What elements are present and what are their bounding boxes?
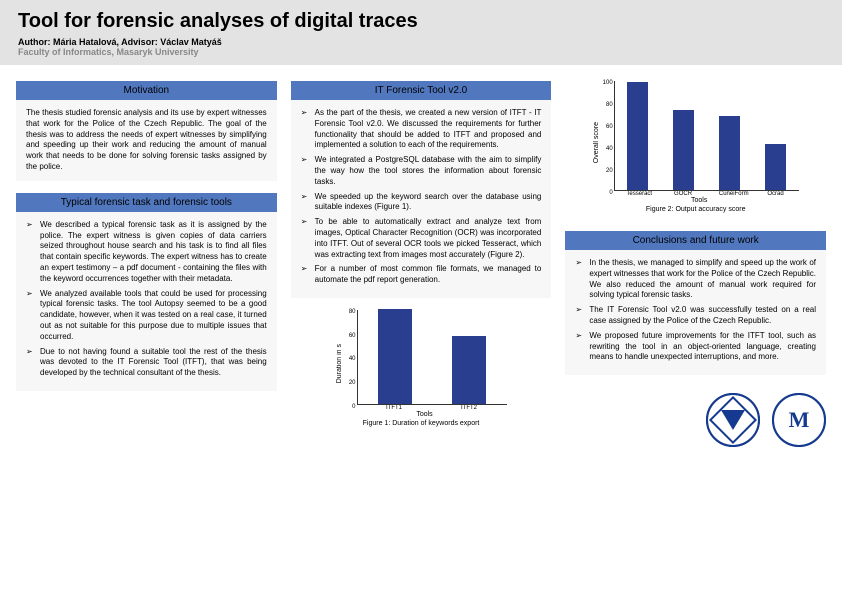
ytick: 0 [352, 404, 357, 410]
logo-mu-icon [772, 393, 826, 447]
bar [378, 309, 412, 404]
ytick: 80 [349, 309, 358, 315]
bar [719, 116, 740, 190]
list-item: In the thesis, we managed to simplify an… [575, 258, 816, 301]
column-right: Overall score020406080100TesseractGOCRCu… [565, 81, 826, 447]
figure-1: Duration in s 0 20 40 60 80 ITFT1 ITFT2 Tools Fi… [291, 310, 552, 427]
ytick: 20 [606, 168, 615, 174]
ytick: 40 [349, 356, 358, 362]
panel-itft-body: As the part of the thesis, we created a … [291, 100, 552, 298]
panel-typical: Typical forensic task and forensic tools… [16, 193, 277, 391]
ytick: 60 [349, 333, 358, 339]
figure-1-chart: Duration in s 0 20 40 60 80 ITFT1 ITFT2 Tools [336, 310, 507, 418]
ytick: 80 [606, 102, 615, 108]
figure-2: Overall score020406080100TesseractGOCRCu… [565, 81, 826, 213]
panel-motivation: Motivation The thesis studied forensic a… [16, 81, 277, 181]
panel-itft: IT Forensic Tool v2.0 As the part of the… [291, 81, 552, 298]
list-item: The IT Forensic Tool v2.0 was successful… [575, 305, 816, 327]
list-item: For a number of most common file formats… [301, 264, 542, 286]
xtick: CuneiForm [719, 191, 740, 197]
chart-ylabel: Duration in s [336, 344, 343, 383]
header: Tool for forensic analyses of digital tr… [0, 0, 842, 65]
ytick: 20 [349, 380, 358, 386]
panel-conclusions: Conclusions and future work In the thesi… [565, 231, 826, 375]
bar [452, 336, 486, 404]
panel-itft-title: IT Forensic Tool v2.0 [291, 81, 552, 100]
chart-xlabel: Tools [416, 411, 432, 418]
typical-list: We described a typical forensic task as … [26, 220, 267, 379]
list-item: To be able to automatically extract and … [301, 217, 542, 260]
xtick: Tesseract [626, 191, 647, 197]
column-left: Motivation The thesis studied forensic a… [16, 81, 277, 447]
columns: Motivation The thesis studied forensic a… [0, 65, 842, 455]
faculty-line: Faculty of Informatics, Masaryk Universi… [18, 47, 824, 57]
panel-conclusions-title: Conclusions and future work [565, 231, 826, 250]
xtick: ITFT1 [377, 405, 411, 411]
chart-xlabel: Tools [691, 197, 707, 204]
author-line: Author: Mária Hatalová, Advisor: Václav … [18, 37, 824, 47]
xtick: Ocrad [765, 191, 786, 197]
panel-conclusions-body: In the thesis, we managed to simplify an… [565, 250, 826, 375]
ytick: 100 [603, 80, 615, 86]
logo-fi-icon [706, 393, 760, 447]
bar [627, 82, 648, 190]
panel-typical-body: We described a typical forensic task as … [16, 212, 277, 391]
list-item: We described a typical forensic task as … [26, 220, 267, 285]
panel-typical-title: Typical forensic task and forensic tools [16, 193, 277, 212]
column-middle: IT Forensic Tool v2.0 As the part of the… [291, 81, 552, 447]
conclusions-list: In the thesis, we managed to simplify an… [575, 258, 816, 363]
figure-2-caption: Figure 2: Output accuracy score [646, 206, 746, 213]
list-item: We analyzed available tools that could b… [26, 289, 267, 343]
list-item: We speeded up the keyword search over th… [301, 192, 542, 214]
figure-1-caption: Figure 1: Duration of keywords export [363, 420, 480, 427]
ytick: 40 [606, 146, 615, 152]
itft-list: As the part of the thesis, we created a … [301, 108, 542, 286]
figure-2-chart: Overall score020406080100TesseractGOCRCu… [593, 81, 799, 204]
panel-motivation-body: The thesis studied forensic analysis and… [16, 100, 277, 181]
bar [673, 110, 694, 190]
ytick: 0 [609, 190, 614, 196]
list-item: As the part of the thesis, we created a … [301, 108, 542, 151]
logos [565, 393, 826, 447]
bar [765, 144, 786, 190]
ytick: 60 [606, 124, 615, 130]
list-item: Due to not having found a suitable tool … [26, 347, 267, 379]
panel-motivation-title: Motivation [16, 81, 277, 100]
xtick: ITFT2 [452, 405, 486, 411]
chart-ylabel: Overall score [593, 122, 600, 163]
list-item: We integrated a PostgreSQL database with… [301, 155, 542, 187]
page-title: Tool for forensic analyses of digital tr… [18, 10, 824, 33]
list-item: We proposed future improvements for the … [575, 331, 816, 363]
